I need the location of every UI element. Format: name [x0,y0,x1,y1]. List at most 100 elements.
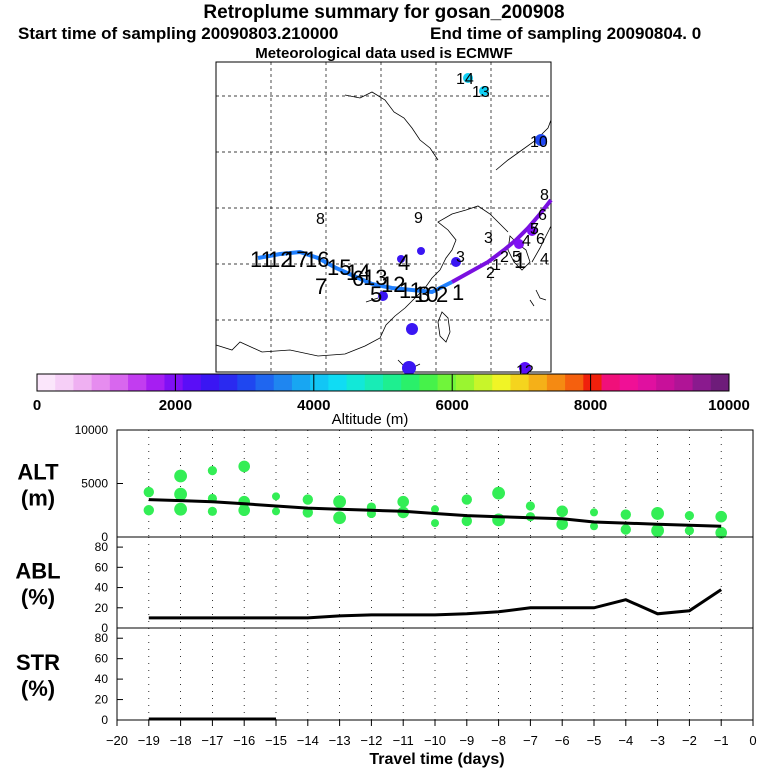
y-tick-label: 0 [101,530,108,544]
start-time-label: Start time of sampling 20090803.210000 [18,24,339,43]
end-time-label: End time of sampling 20090804. 0 [430,24,702,43]
colorbar-swatch [346,374,366,391]
alt-scatter-point [651,524,664,537]
panel-ylabel: (%) [21,585,55,610]
colorbar-swatch [109,374,129,391]
colorbar-swatch [601,374,621,391]
colorbar-swatch [128,374,147,391]
colorbar-swatch [492,374,511,391]
colorbar-swatch [291,374,311,391]
map-dot [479,86,489,96]
map-dot [463,73,473,83]
alt-scatter-point [431,505,439,514]
x-tick-label: −17 [201,733,223,748]
colorbar-tick-label: 2000 [159,397,192,414]
colorbar-swatch [656,374,675,391]
coastline-north [344,91,439,161]
alt-scatter-point [651,507,664,520]
map-day-label: 4 [398,250,410,275]
alt-scatter-point [272,507,280,516]
alt-scatter-point [461,494,472,505]
colorbar-swatch [73,374,93,391]
map-day-label: 4 [540,251,549,268]
colorbar-swatch [419,374,439,391]
alt-scatter-point [302,507,313,518]
alt-scatter-point [620,509,631,520]
track-segment-late [451,198,553,284]
alt-scatter-point [431,519,439,528]
alt-scatter-point [525,501,536,511]
map-day-label: 11 [399,278,422,303]
alt-scatter-point [207,506,217,516]
x-tick-label: −4 [618,733,633,748]
alt-scatter-point [333,495,346,509]
colorbar-swatch [255,374,275,391]
colorbar-swatch [273,374,293,391]
japan-coast [531,225,552,263]
colorbar-swatch [619,374,639,391]
y-tick-label: 10000 [75,423,109,437]
alt-scatter-point [333,511,346,525]
colorbar-tick-label: 8000 [574,397,607,414]
colorbar-swatch [164,374,184,391]
colorbar-swatch [565,374,584,391]
alt-scatter-point [174,502,188,516]
y-tick-label: 0 [101,713,108,727]
map-day-label: 3 [456,249,465,266]
colorbar-swatch [546,374,566,391]
alt-scatter-point [174,487,188,501]
map-day-label: 6 [536,231,545,248]
map-day-label: 6 [538,207,547,224]
alt-median-line [148,498,722,528]
map-dot [397,255,405,263]
y-tick-label: 20 [95,693,109,707]
map-grid [216,62,551,372]
map-day-label: 10 [530,134,548,151]
y-tick-label: 40 [95,672,109,686]
map-day-label: 2 [436,282,448,307]
y-tick-label: 0 [101,621,108,635]
map-day-label: 2 [500,249,509,266]
colorbar-swatch [437,374,457,391]
map-day-label: 5 [370,282,382,307]
map-dot [406,323,418,335]
retroplume-track [257,198,553,295]
x-tick-label: −18 [170,733,192,748]
colorbar-swatch [401,374,420,391]
alt-scatter-point [684,510,695,521]
colorbar-swatch [583,374,603,391]
alt-scatter-point [461,515,472,527]
map-day-label: 15 [327,255,351,280]
panel-abl: 0 20 40 60 80 ABL(%) [15,536,754,635]
map-day-label: 7 [530,221,539,238]
map-day-label: 13 [472,84,490,101]
colorbar-swatch [364,374,384,391]
colorbar-swatch [674,374,694,391]
y-tick-label: 40 [95,581,109,595]
colorbar-tick-label: 10000 [708,397,750,414]
panel-ylabel: (%) [21,676,55,701]
alt-scatter-point [556,505,568,518]
track-segment-early [257,249,453,295]
x-axis-label: Travel time (days) [369,751,504,768]
alt-scatter-point [174,469,188,483]
x-tick-label: −19 [138,733,160,748]
alt-scatter-point [207,466,217,476]
panel-str: 0 20 40 60 80 STR(%) [16,627,754,727]
map-day-label: 8 [540,187,549,204]
alt-scatter-point [684,525,695,536]
met-data-label: Meteorological data used is ECMWF [255,45,513,62]
x-tick-label: −20 [106,733,128,748]
colorbar-swatch [510,374,530,391]
colorbar-swatch [383,374,402,391]
colorbar-label: Altitude (m) [332,411,409,428]
colorbar-tick-label: 6000 [436,397,469,414]
alt-scatter-point [492,486,505,500]
x-tick-label: −7 [523,733,538,748]
map-day-label: 13 [363,265,387,290]
alt-scatter-point [590,508,598,517]
map-day-label: 14 [346,260,370,285]
map-dot [378,291,388,301]
map-day-label: 8 [316,211,325,228]
